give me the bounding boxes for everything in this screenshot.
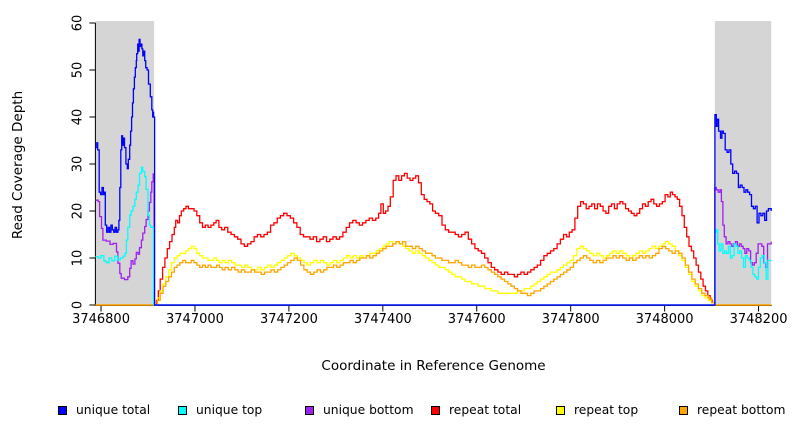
x-tick-label: 3748000 xyxy=(636,312,694,327)
legend: unique total unique top unique bottom repea… xyxy=(0,401,792,421)
shaded-regions xyxy=(95,21,772,306)
legend-swatch-icon xyxy=(679,405,688,415)
legend-swatch-icon xyxy=(431,405,440,415)
y-tick-label: 50 xyxy=(71,62,86,79)
legend-label: unique top xyxy=(196,403,263,417)
series-lines xyxy=(95,38,772,306)
legend-label: unique total xyxy=(76,403,151,417)
legend-label: unique bottom xyxy=(323,403,414,417)
x-tick-label: 3747200 xyxy=(260,312,318,327)
y-axis-title: Read Coverage Depth xyxy=(10,90,26,240)
y-tick-label: 10 xyxy=(71,250,86,267)
y-tick-label: 0 xyxy=(71,301,86,309)
legend-label: repeat bottom xyxy=(697,403,786,417)
legend-item-repeat-top: repeat top xyxy=(556,401,638,419)
legend-label: repeat top xyxy=(574,403,639,417)
legend-item-unique-total: unique total xyxy=(58,401,150,419)
x-axis-title: Coordinate in Reference Genome xyxy=(321,358,546,374)
unique-region-left xyxy=(95,21,155,306)
legend-swatch-icon xyxy=(178,405,187,415)
series-line-repeat-total xyxy=(95,172,772,306)
y-tick-label: 30 xyxy=(71,156,86,173)
series-line-repeat-top xyxy=(95,240,772,306)
series-line-unique-total xyxy=(95,38,772,306)
x-tick-label: 3746800 xyxy=(72,312,130,327)
series-line-unique-top xyxy=(95,166,772,306)
legend-item-repeat-total: repeat total xyxy=(431,401,521,419)
x-tick-label: 3747400 xyxy=(354,312,412,327)
x-tick-label: 3747600 xyxy=(448,312,506,327)
x-tick-label: 3748200 xyxy=(730,312,788,327)
legend-label: repeat total xyxy=(449,403,522,417)
axes: 0 10 20 30 40 50 60 3746800 3747000 3747200 374740… xyxy=(71,15,788,327)
legend-swatch-icon xyxy=(58,405,67,415)
x-tick-label: 3747000 xyxy=(166,312,224,327)
legend-swatch-icon xyxy=(556,405,565,415)
legend-item-unique-top: unique top xyxy=(178,401,262,419)
y-tick-label: 20 xyxy=(71,203,86,220)
y-tick-label: 40 xyxy=(71,109,86,126)
x-tick-label: 3747800 xyxy=(542,312,600,327)
y-tick-label: 60 xyxy=(71,15,86,32)
legend-item-repeat-bottom: repeat bottom xyxy=(679,401,785,419)
legend-swatch-icon xyxy=(305,405,314,415)
series-line-repeat-bottom xyxy=(95,240,772,306)
legend-item-unique-bottom: unique bottom xyxy=(305,401,414,419)
